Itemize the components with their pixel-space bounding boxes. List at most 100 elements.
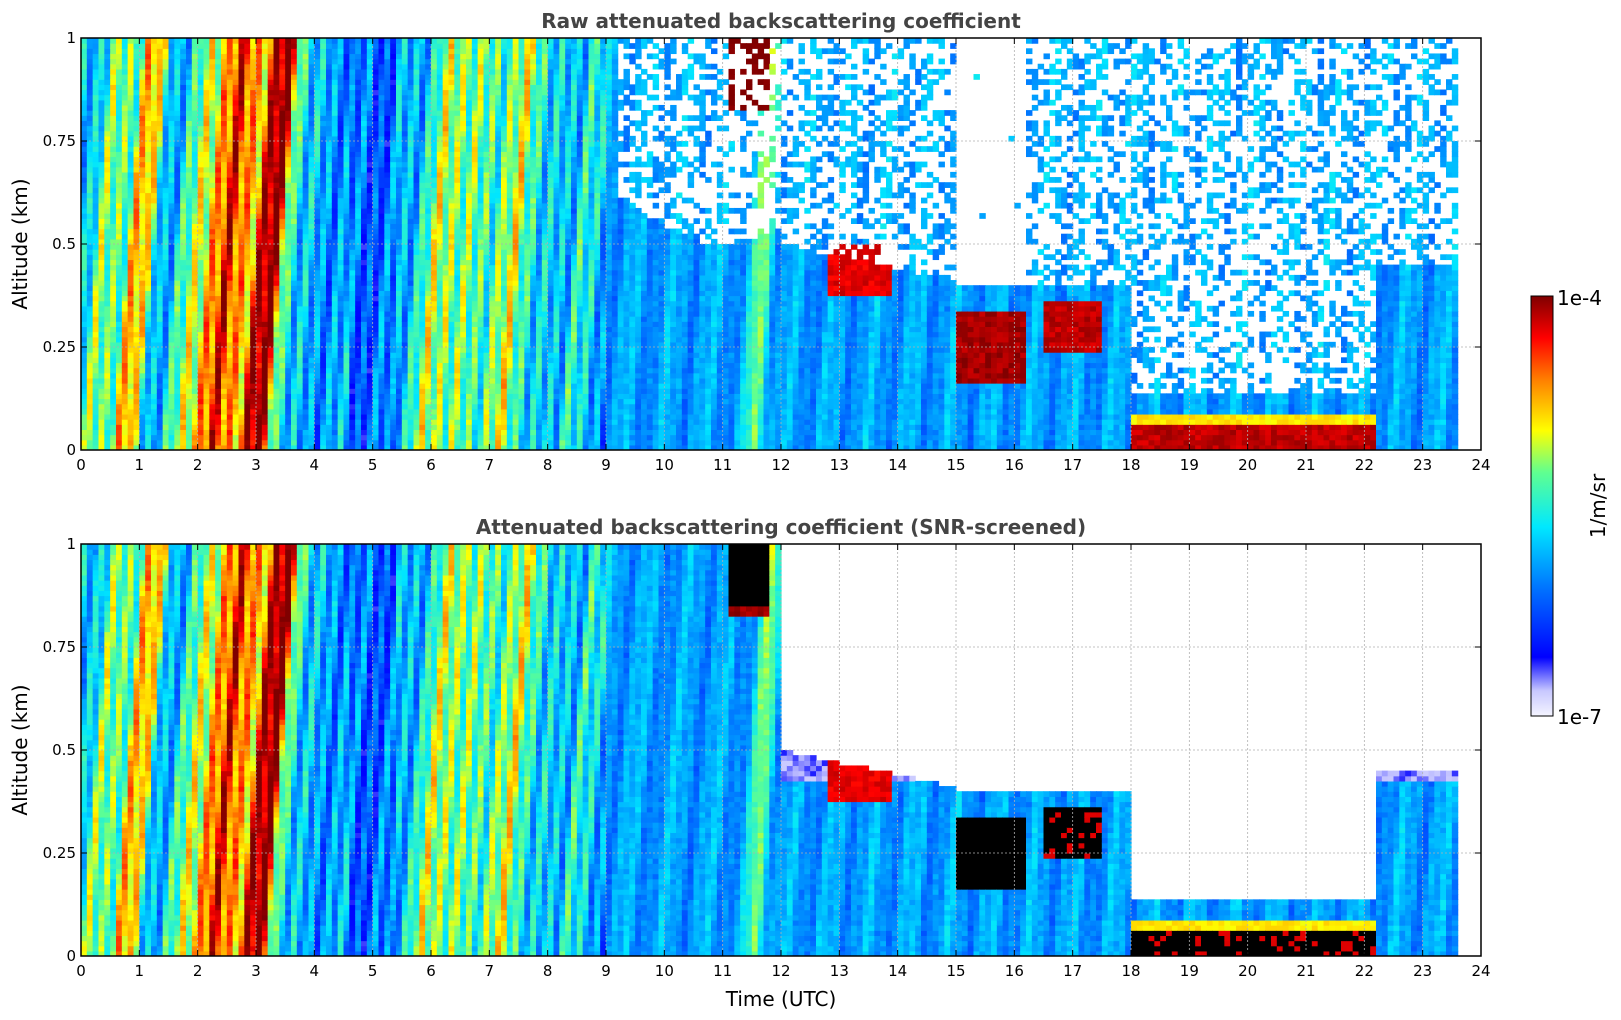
heatmap-cell [425, 238, 432, 245]
heatmap-cell [349, 305, 356, 312]
heatmap-cell [326, 84, 333, 91]
heatmap-cell [104, 316, 111, 322]
heatmap-cell [390, 336, 397, 343]
heatmap-cell [273, 290, 280, 297]
heatmap-cell [256, 120, 263, 127]
heatmap-cell [127, 223, 135, 230]
heatmap-cell [378, 326, 385, 333]
heatmap-cell [372, 321, 380, 327]
heatmap-cell [261, 367, 269, 374]
heatmap-cell [98, 408, 105, 415]
heatmap-cell [168, 197, 175, 204]
heatmap-cell [81, 244, 88, 250]
heatmap-cell [291, 429, 298, 436]
heatmap-cell [267, 151, 275, 158]
heatmap-cell [343, 38, 350, 44]
heatmap-cell [104, 53, 111, 60]
heatmap-cell [156, 94, 164, 101]
heatmap-cell [110, 89, 117, 96]
heatmap-cell [314, 321, 321, 327]
heatmap-cell [86, 228, 94, 235]
heatmap-cell [361, 347, 368, 353]
heatmap-cell [267, 413, 275, 420]
heatmap-cell [209, 444, 216, 450]
heatmap-cell [419, 197, 426, 204]
heatmap-cell [250, 218, 257, 224]
heatmap-cell [279, 393, 286, 400]
heatmap-cell [110, 68, 117, 75]
heatmap-cell [337, 300, 345, 307]
heatmap-cell [92, 171, 100, 178]
heatmap-cell [361, 372, 368, 379]
heatmap-cell [366, 43, 374, 49]
heatmap-cell [162, 213, 170, 219]
heatmap-cell [413, 367, 420, 374]
heatmap-cell [151, 53, 158, 60]
heatmap-cell [343, 43, 350, 49]
heatmap-cell [250, 79, 257, 85]
heatmap-cell [116, 79, 123, 85]
heatmap-cell [390, 362, 397, 369]
heatmap-cell [226, 182, 234, 188]
heatmap-cell [349, 161, 356, 168]
heatmap-cell [366, 161, 374, 168]
heatmap-cell [407, 383, 415, 389]
heatmap-cell [279, 352, 286, 358]
heatmap-cell [337, 352, 345, 358]
heatmap-cell [215, 202, 222, 209]
heatmap-cell [442, 357, 450, 364]
heatmap-cell [261, 388, 269, 394]
heatmap-cell [121, 424, 129, 430]
heatmap-cell [320, 38, 327, 44]
heatmap-cell [320, 213, 327, 219]
heatmap-cell [436, 424, 444, 430]
heatmap-cell [92, 372, 100, 379]
heatmap-cell [133, 336, 140, 343]
heatmap-cell [244, 223, 251, 230]
heatmap-cell [331, 336, 339, 343]
heatmap-cell [267, 383, 275, 389]
heatmap-cell [296, 347, 304, 353]
heatmap-cell [407, 341, 415, 348]
heatmap-cell [121, 290, 129, 297]
heatmap-cell [355, 326, 362, 333]
heatmap-cell [273, 74, 280, 80]
heatmap-cell [127, 166, 135, 173]
heatmap-cell [250, 74, 257, 80]
heatmap-cell [279, 290, 286, 297]
heatmap-cell [151, 388, 158, 394]
heatmap-cell [267, 367, 275, 374]
heatmap-cell [186, 125, 193, 132]
heatmap-cell [110, 254, 117, 261]
heatmap-cell [116, 413, 123, 420]
heatmap-cell [349, 79, 356, 85]
heatmap-cell [401, 74, 409, 80]
heatmap-cell [279, 383, 286, 389]
heatmap-cell [110, 300, 117, 307]
heatmap-cell [396, 269, 403, 276]
heatmap-cell [273, 233, 280, 240]
heatmap-cell [349, 89, 356, 96]
heatmap-cell [273, 156, 280, 163]
heatmap-cell [401, 202, 409, 209]
heatmap-cell [413, 84, 420, 91]
heatmap-cell [221, 161, 228, 168]
heatmap-cell [151, 151, 158, 158]
heatmap-cell [110, 228, 117, 235]
heatmap-cell [326, 377, 333, 384]
heatmap-cell [203, 326, 210, 333]
heatmap-cell [116, 362, 123, 369]
heatmap-cell [168, 419, 175, 425]
heatmap-cell [361, 38, 368, 44]
heatmap-cell [279, 161, 286, 168]
heatmap-cell [104, 444, 111, 450]
heatmap-cell [133, 202, 140, 209]
heatmap-cell [215, 254, 222, 261]
heatmap-cell [133, 141, 140, 147]
heatmap-cell [162, 254, 170, 261]
heatmap-cell [320, 146, 327, 152]
heatmap-cell [308, 424, 315, 430]
heatmap-cell [168, 99, 175, 106]
heatmap-cell [308, 218, 315, 224]
heatmap-cell [226, 295, 234, 302]
